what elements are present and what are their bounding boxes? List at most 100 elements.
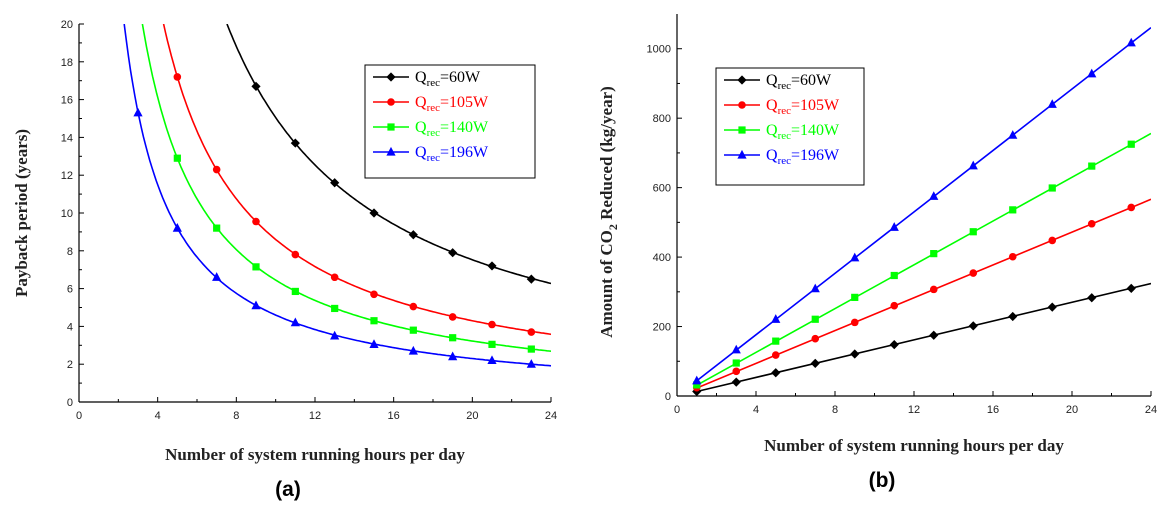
data-point xyxy=(811,315,819,323)
data-point xyxy=(1087,219,1096,228)
data-point xyxy=(968,321,978,331)
data-point xyxy=(409,302,418,311)
legend-label: Qrec=140W xyxy=(415,119,489,139)
x-tick-label: 4 xyxy=(753,404,759,416)
data-point xyxy=(1048,236,1057,245)
data-point xyxy=(772,337,780,345)
data-point xyxy=(1126,37,1136,47)
y-tick-label: 18 xyxy=(61,57,73,69)
legend-marker xyxy=(387,98,395,106)
x-tick-label: 20 xyxy=(466,410,478,422)
x-tick-label: 12 xyxy=(908,404,920,416)
data-point xyxy=(369,208,379,218)
data-point xyxy=(732,367,741,376)
data-point xyxy=(370,317,378,325)
data-point xyxy=(810,283,820,293)
y-tick-label: 1000 xyxy=(647,44,671,56)
x-tick-label: 8 xyxy=(832,404,838,416)
data-point xyxy=(448,351,458,361)
legend-marker xyxy=(738,126,746,134)
y-tick-label: 400 xyxy=(653,252,671,264)
data-point xyxy=(449,334,457,342)
series-line-qrec-196w xyxy=(123,24,551,367)
data-point xyxy=(527,328,536,336)
x-tick-label: 8 xyxy=(233,410,239,422)
data-point xyxy=(1048,184,1056,192)
data-point xyxy=(731,377,741,387)
data-point xyxy=(370,290,378,299)
x-tick-label: 24 xyxy=(545,410,557,422)
panel-b-x-axis-label: Number of system running hours per day xyxy=(764,436,1064,455)
data-point xyxy=(212,272,222,281)
y-tick-label: 12 xyxy=(61,170,73,182)
x-tick-label: 0 xyxy=(674,404,680,416)
series-line-qrec-60w xyxy=(226,24,551,285)
data-point xyxy=(330,330,340,340)
panel-b-series-markers xyxy=(692,37,1136,397)
legend-label: Qrec=105W xyxy=(415,94,489,114)
panel-b-label: (b) xyxy=(869,469,896,492)
data-point xyxy=(1127,203,1136,212)
data-point xyxy=(850,349,860,359)
panel-a-y-axis-label: Payback period (years) xyxy=(12,129,31,297)
y-tick-label: 600 xyxy=(653,183,671,195)
x-tick-label: 24 xyxy=(1145,404,1157,416)
data-point xyxy=(526,359,536,368)
panel-a-label: (a) xyxy=(275,478,301,501)
data-point xyxy=(448,248,458,258)
data-point xyxy=(1088,162,1096,170)
data-point xyxy=(448,313,457,321)
data-point xyxy=(693,381,701,389)
data-point xyxy=(1047,302,1057,312)
data-point xyxy=(291,287,299,296)
panel-b-y-axis-label: Amount of CO2 Reduced (kg/year) xyxy=(597,86,620,338)
data-point xyxy=(929,191,939,200)
legend-marker xyxy=(386,72,396,82)
series-line-qrec-105w xyxy=(696,198,1151,389)
legend-marker xyxy=(386,146,396,156)
panel-b-x-ticks: 0 4 8 12 16 20 24 xyxy=(674,391,1157,416)
data-point xyxy=(1008,130,1018,139)
x-tick-label: 16 xyxy=(388,410,400,422)
data-point xyxy=(1008,311,1018,322)
data-point xyxy=(889,222,899,231)
y-tick-label: 2 xyxy=(67,359,73,371)
data-point xyxy=(330,178,340,188)
data-point xyxy=(731,344,741,354)
legend-label: Qrec=196W xyxy=(415,144,489,164)
legend-label: Qrec=60W xyxy=(415,69,481,89)
data-point xyxy=(810,358,820,368)
data-point xyxy=(850,252,860,262)
data-point xyxy=(487,355,497,365)
legend-label: Qrec=60W xyxy=(766,72,832,92)
data-point xyxy=(331,304,339,313)
data-point xyxy=(330,273,339,282)
x-tick-label: 4 xyxy=(155,410,161,422)
panel-a-x-ticks: 0 4 8 12 16 20 24 xyxy=(76,397,557,422)
data-point xyxy=(251,300,261,310)
data-point xyxy=(408,230,418,240)
data-point xyxy=(811,334,820,343)
data-point xyxy=(133,107,143,117)
legend-marker xyxy=(387,123,395,131)
data-point xyxy=(930,250,938,258)
panel-a-legend: Qrec=60W Qrec=105W Qrec=140W Qrec=196W xyxy=(364,64,536,179)
data-point xyxy=(252,263,260,271)
x-tick-label: 0 xyxy=(76,410,82,422)
data-point xyxy=(929,285,938,294)
legend-label: Qrec=140W xyxy=(766,122,840,142)
data-point xyxy=(1127,140,1135,148)
data-point xyxy=(968,160,978,170)
y-tick-label: 0 xyxy=(665,391,671,403)
x-tick-label: 12 xyxy=(309,410,321,422)
legend-marker xyxy=(737,75,747,85)
x-tick-label: 20 xyxy=(1066,404,1078,416)
panel-b-chart: 0 4 8 12 16 20 24 0 200 400 600 800 1000 Number of … xyxy=(597,14,1157,492)
legend-marker xyxy=(738,101,746,109)
panel-a-series-markers xyxy=(133,73,536,368)
data-point xyxy=(173,73,182,81)
y-tick-label: 8 xyxy=(67,246,73,258)
data-point xyxy=(890,301,899,310)
data-point xyxy=(252,217,260,226)
